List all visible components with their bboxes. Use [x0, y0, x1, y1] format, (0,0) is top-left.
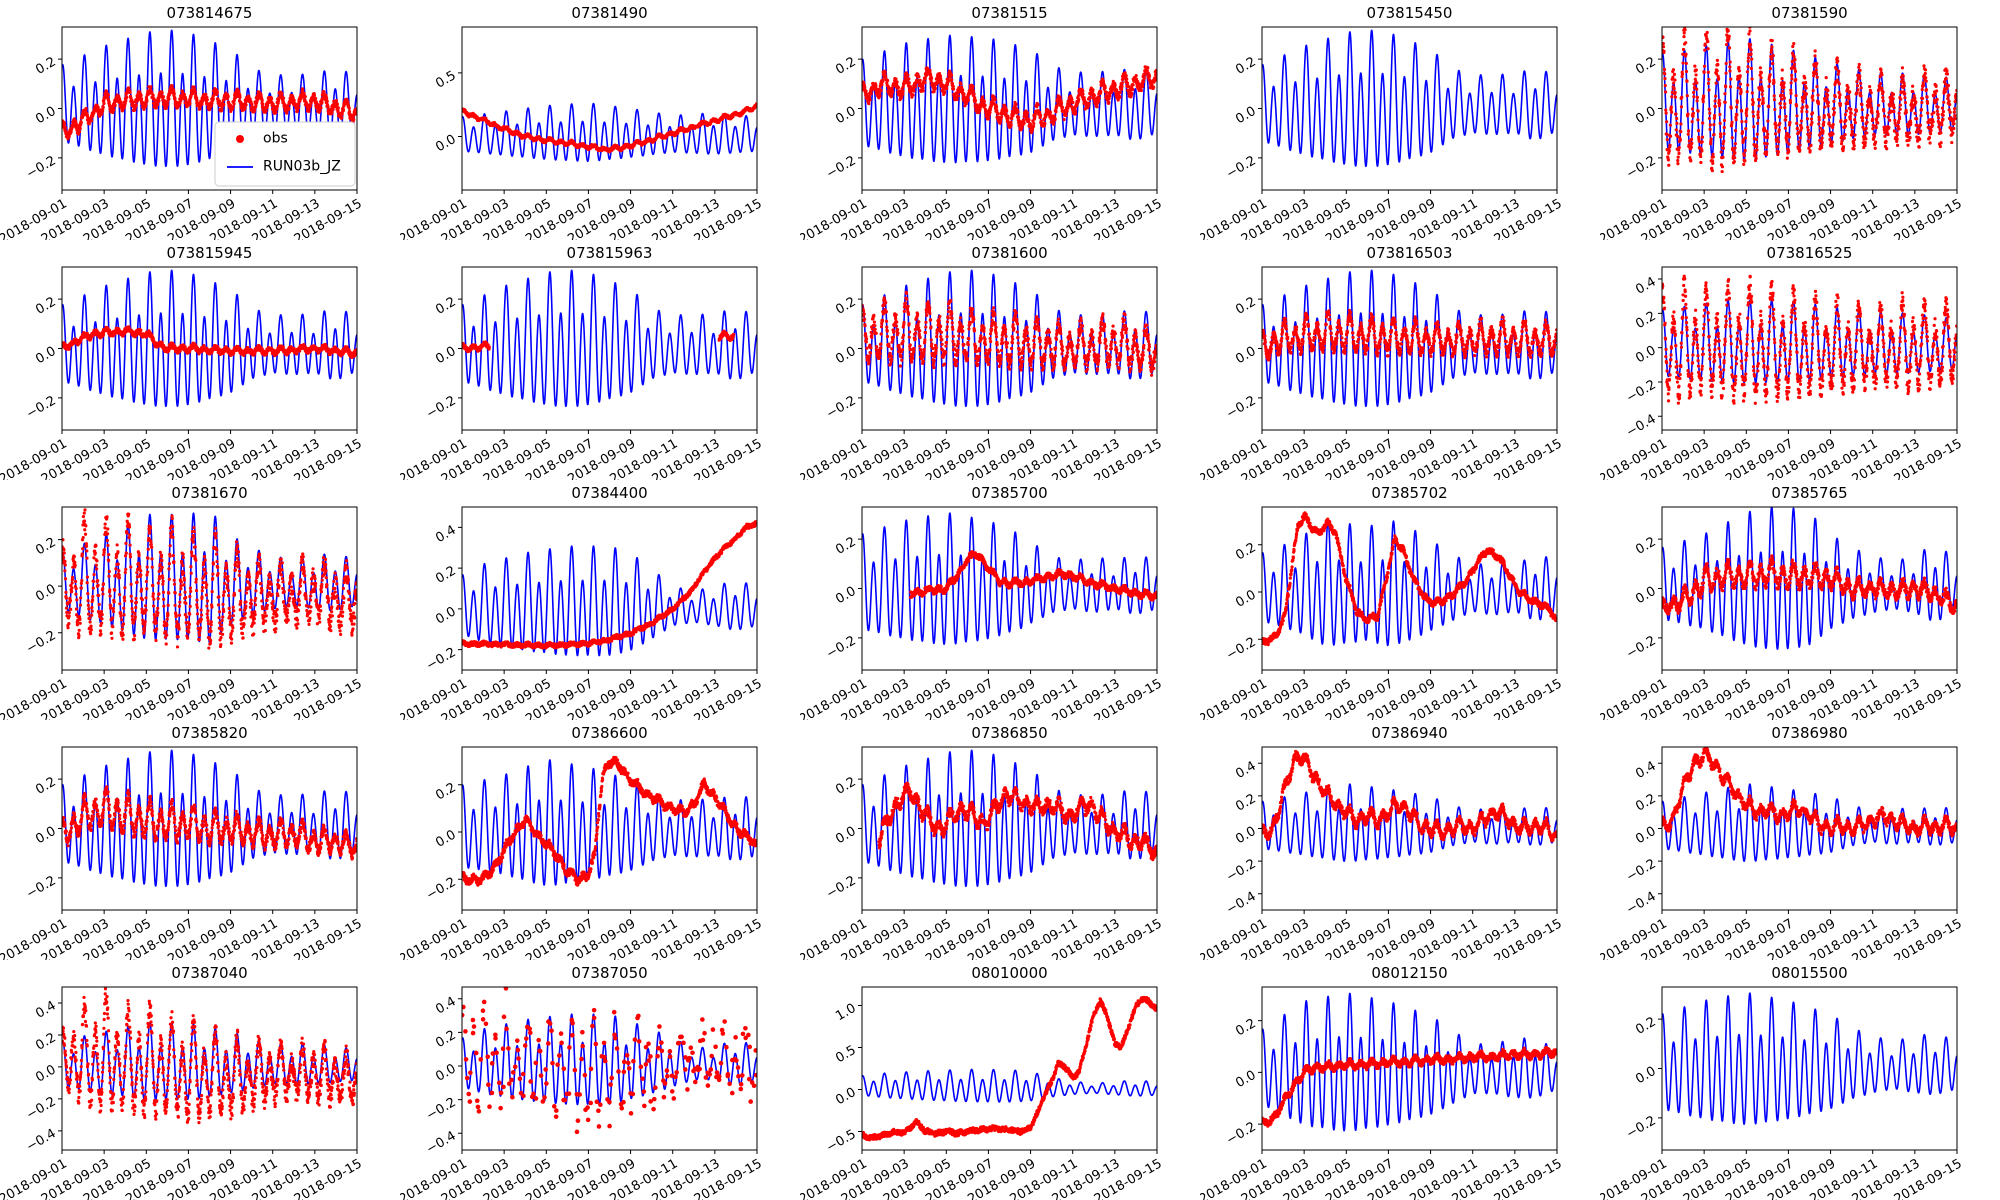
- subplot-canvas-073814675: [0, 0, 400, 240]
- subplot-canvas-07381515: [800, 0, 1200, 240]
- subplot-canvas-07381490: [400, 0, 800, 240]
- subplot-073816503: [1200, 240, 1600, 480]
- subplot-073814675: [0, 0, 400, 240]
- subplot-07385820: [0, 720, 400, 960]
- subplot-canvas-07385700: [800, 480, 1200, 720]
- subplot-canvas-07385702: [1200, 480, 1600, 720]
- subplot-canvas-07384400: [400, 480, 800, 720]
- subplot-07381590: [1600, 0, 2000, 240]
- subplot-canvas-07385820: [0, 720, 400, 960]
- subplot-canvas-07381670: [0, 480, 400, 720]
- subplot-canvas-073816503: [1200, 240, 1600, 480]
- subplot-07386980: [1600, 720, 2000, 960]
- subplot-08010000: [800, 960, 1200, 1200]
- subplot-07381515: [800, 0, 1200, 240]
- subplot-canvas-073815450: [1200, 0, 1600, 240]
- subplot-07385700: [800, 480, 1200, 720]
- subplot-07385765: [1600, 480, 2000, 720]
- subplot-canvas-07381590: [1600, 0, 2000, 240]
- subplot-canvas-07386600: [400, 720, 800, 960]
- subplot-canvas-07386980: [1600, 720, 2000, 960]
- subplot-073815945: [0, 240, 400, 480]
- subplot-073816525: [1600, 240, 2000, 480]
- subplot-08012150: [1200, 960, 1600, 1200]
- subplot-07385702: [1200, 480, 1600, 720]
- subplot-07387050: [400, 960, 800, 1200]
- subplot-07384400: [400, 480, 800, 720]
- subplot-canvas-073815963: [400, 240, 800, 480]
- subplot-07381600: [800, 240, 1200, 480]
- subplot-073815450: [1200, 0, 1600, 240]
- subplot-07381490: [400, 0, 800, 240]
- subplot-07381670: [0, 480, 400, 720]
- subplot-canvas-08012150: [1200, 960, 1600, 1200]
- subplot-07386600: [400, 720, 800, 960]
- subplot-canvas-08010000: [800, 960, 1200, 1200]
- subplot-07386850: [800, 720, 1200, 960]
- subplot-canvas-07386850: [800, 720, 1200, 960]
- subplot-canvas-08015500: [1600, 960, 2000, 1200]
- subplot-canvas-07387040: [0, 960, 400, 1200]
- subplot-canvas-07381600: [800, 240, 1200, 480]
- subplot-07386940: [1200, 720, 1600, 960]
- subplot-07387040: [0, 960, 400, 1200]
- subplot-073815963: [400, 240, 800, 480]
- subplot-08015500: [1600, 960, 2000, 1200]
- subplot-canvas-073816525: [1600, 240, 2000, 480]
- subplot-canvas-073815945: [0, 240, 400, 480]
- subplot-canvas-07386940: [1200, 720, 1600, 960]
- subplot-canvas-07387050: [400, 960, 800, 1200]
- subplot-canvas-07385765: [1600, 480, 2000, 720]
